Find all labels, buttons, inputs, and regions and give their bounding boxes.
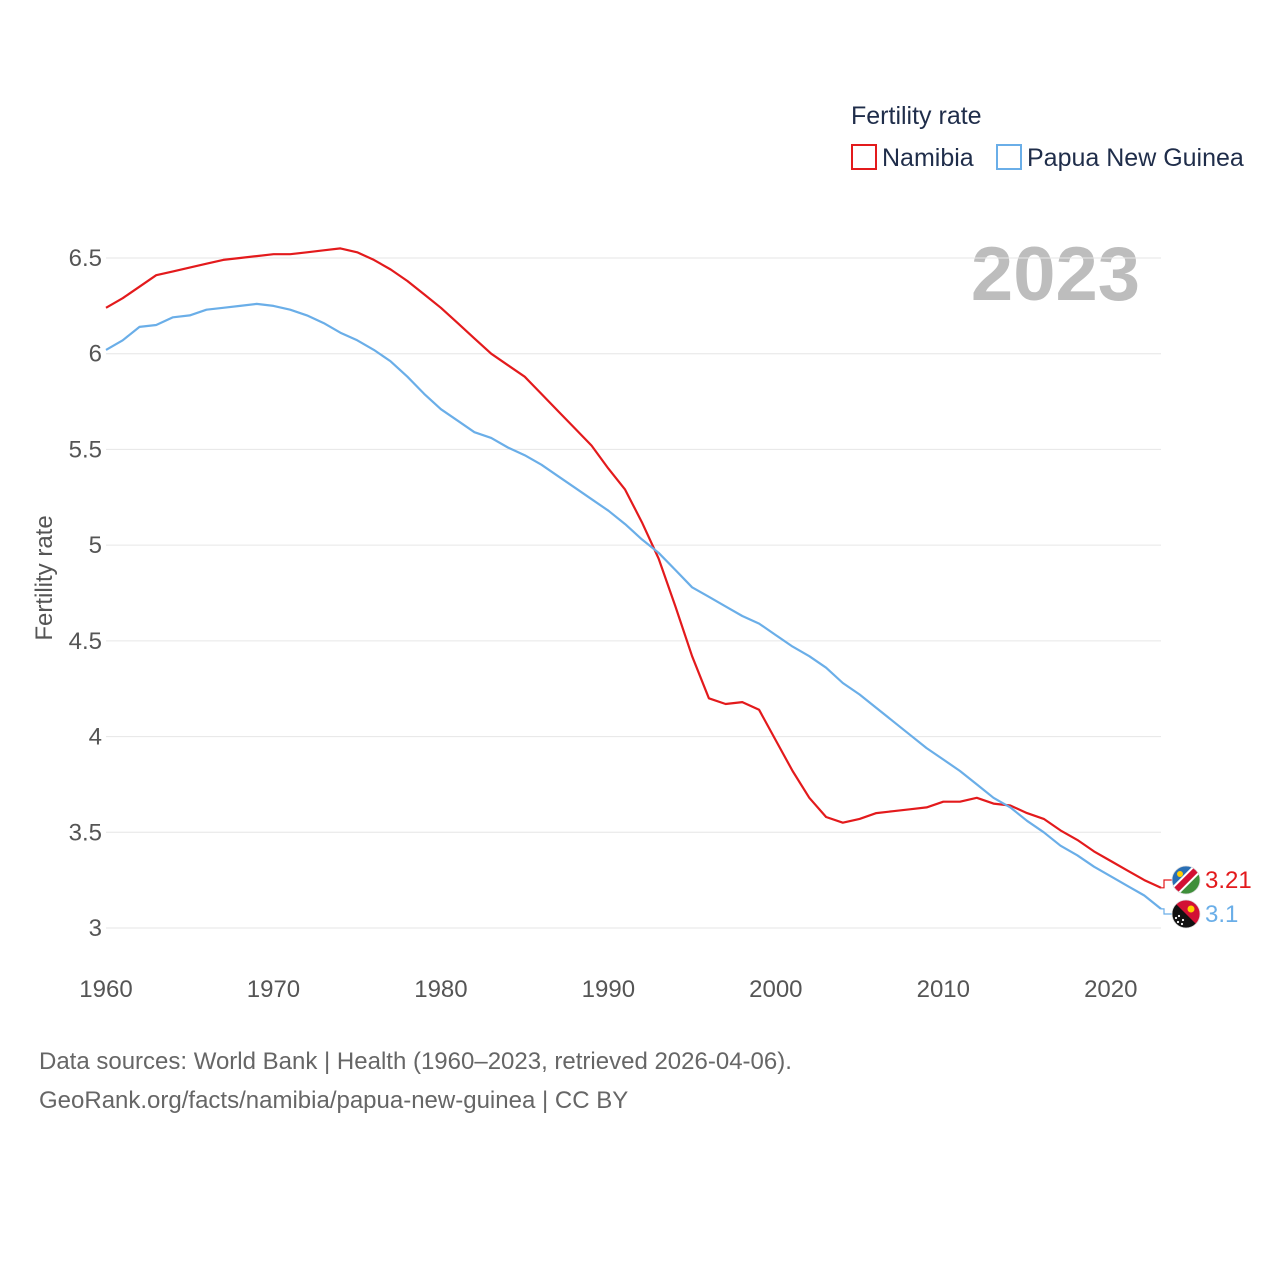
x-tick-label: 2000 xyxy=(749,976,802,1003)
x-tick-label: 1960 xyxy=(79,976,132,1003)
end-connector-namibia xyxy=(1161,879,1172,889)
series-line-namibia xyxy=(105,247,1162,889)
series-lines xyxy=(105,247,1162,910)
series-line-papua-new-guinea xyxy=(105,302,1162,910)
y-axis-ticks: 3 3.5 4 4.5 5 5.5 6 6.5 xyxy=(69,245,102,942)
legend-item-namibia[interactable]: Namibia xyxy=(851,144,974,172)
y-tick-label: 3 xyxy=(89,915,102,942)
y-tick-label: 5 xyxy=(89,532,102,559)
papua-new-guinea-flag-icon xyxy=(1171,899,1201,929)
x-tick-label: 2020 xyxy=(1084,976,1137,1003)
legend-label-namibia: Namibia xyxy=(882,144,974,172)
y-tick-label: 5.5 xyxy=(69,436,102,463)
x-tick-label: 1990 xyxy=(582,976,635,1003)
x-tick-label: 1970 xyxy=(247,976,300,1003)
y-tick-label: 6.5 xyxy=(69,245,102,272)
end-markers: 3.21 3.1 xyxy=(1161,865,1252,929)
y-axis-label: Fertility rate xyxy=(31,515,58,640)
legend-item-papua-new-guinea[interactable]: Papua New Guinea xyxy=(996,144,1244,172)
source-url[interactable]: GeoRank.org/facts/namibia/papua-new-guin… xyxy=(39,1087,628,1114)
x-tick-label: 2010 xyxy=(917,976,970,1003)
legend-title: Fertility rate xyxy=(851,102,982,130)
y-tick-label: 3.5 xyxy=(69,819,102,846)
legend-swatch-namibia xyxy=(851,144,877,170)
y-tick-label: 4.5 xyxy=(69,628,102,655)
x-axis-ticks: 1960 1970 1980 1990 2000 2010 2020 xyxy=(79,976,1137,1003)
year-watermark: 2023 xyxy=(971,232,1140,317)
gridlines xyxy=(106,257,1161,929)
namibia-flag-icon xyxy=(1171,865,1201,895)
y-tick-label: 4 xyxy=(89,724,102,751)
end-connector-papua-new-guinea xyxy=(1161,908,1172,915)
legend: Fertility rate Namibia Papua New Guinea xyxy=(851,102,1244,172)
legend-swatch-papua-new-guinea xyxy=(996,144,1022,170)
end-value-label-namibia: 3.21 xyxy=(1205,867,1252,894)
y-tick-label: 6 xyxy=(89,341,102,368)
x-tick-label: 1980 xyxy=(414,976,467,1003)
source-line: Data sources: World Bank | Health (1960–… xyxy=(39,1048,792,1075)
end-value-label-papua-new-guinea: 3.1 xyxy=(1205,901,1238,928)
legend-label-papua-new-guinea: Papua New Guinea xyxy=(1027,144,1244,172)
